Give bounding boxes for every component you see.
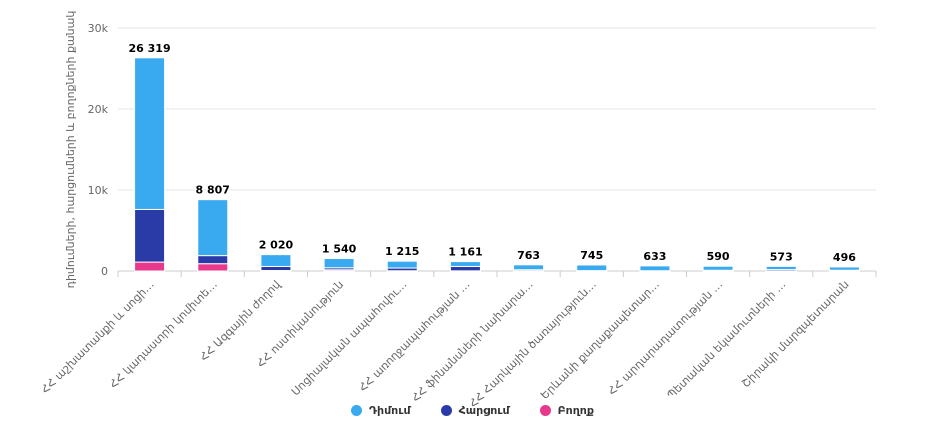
x-category-label: ՀՀ ֆինանսների նախարա… xyxy=(409,278,536,405)
y-tick-label: 20k xyxy=(88,103,109,116)
legend: Դիմում Հարցում Բողոք xyxy=(0,400,945,420)
bar-segment[interactable] xyxy=(261,255,291,267)
bar-segment[interactable] xyxy=(261,266,291,270)
bar-total-label: 745 xyxy=(580,249,603,262)
x-category-label: ՀՀ արդարադատության … xyxy=(605,278,725,398)
bar-segment[interactable] xyxy=(387,261,417,268)
bar-total-label: 26 319 xyxy=(129,42,171,55)
bar-segment[interactable] xyxy=(198,256,228,264)
bar-segment[interactable] xyxy=(135,209,165,262)
legend-item-hartsum[interactable]: Հարցում xyxy=(441,404,510,417)
bar-total-label: 763 xyxy=(517,249,540,262)
bar-total-label: 1 540 xyxy=(322,243,357,256)
legend-swatch xyxy=(540,405,551,416)
x-category-label: Պետական եկամուտների … xyxy=(665,278,789,402)
bar-total-label: 1 215 xyxy=(385,245,419,258)
legend-item-dimum[interactable]: Դիմում xyxy=(351,404,411,417)
bar-segment[interactable] xyxy=(703,266,733,270)
bar-segment[interactable] xyxy=(514,265,544,270)
legend-label: Բողոք xyxy=(558,404,594,417)
bar-total-label: 8 807 xyxy=(196,184,230,197)
bar-segment[interactable] xyxy=(135,58,165,210)
bar-segment[interactable] xyxy=(577,265,607,271)
y-tick-label: 30k xyxy=(88,22,109,35)
x-category-label: Սոցիալական ապահովու… xyxy=(289,278,409,398)
legend-label: Հարցում xyxy=(459,404,510,417)
y-tick-label: 10k xyxy=(88,184,109,197)
bar-segment[interactable] xyxy=(135,262,165,271)
legend-swatch xyxy=(441,405,452,416)
x-category-label: ՀՀ աշխատանքի և սոցի… xyxy=(39,278,157,396)
bar-segment[interactable] xyxy=(198,264,228,271)
bar-total-label: 590 xyxy=(707,250,730,263)
legend-label: Դիմում xyxy=(369,404,411,417)
bar-total-label: 633 xyxy=(643,250,666,263)
legend-swatch xyxy=(351,405,362,416)
bar-segment[interactable] xyxy=(829,267,859,270)
bar-segment[interactable] xyxy=(324,259,354,268)
legend-item-boghok[interactable]: Բողոք xyxy=(540,404,594,417)
y-axis-title: դիմումների, հարցումների և բողոքների քանա… xyxy=(64,11,77,289)
x-category-label: ՀՀ Հարկային ծառայություն… xyxy=(467,278,599,410)
bar-total-label: 573 xyxy=(770,250,793,263)
x-category-label: Երևանի քաղաքապետար… xyxy=(538,278,662,402)
bar-total-label: 1 161 xyxy=(448,246,482,259)
bar-segment[interactable] xyxy=(450,266,480,270)
x-category-label: Շիրակի մարզպետարան xyxy=(739,278,851,390)
bar-segment[interactable] xyxy=(450,262,480,267)
x-category-label: ՀՀ կադաստրի կոմիտե… xyxy=(107,278,220,391)
y-tick-label: 0 xyxy=(101,265,108,278)
x-category-label: ՀՀ առողջապահության … xyxy=(356,278,472,394)
bar-total-label: 496 xyxy=(833,251,856,264)
bar-total-label: 2 020 xyxy=(259,239,294,252)
bar-segment[interactable] xyxy=(640,266,670,271)
bar-segment[interactable] xyxy=(198,200,228,256)
bar-segment[interactable] xyxy=(766,266,796,269)
